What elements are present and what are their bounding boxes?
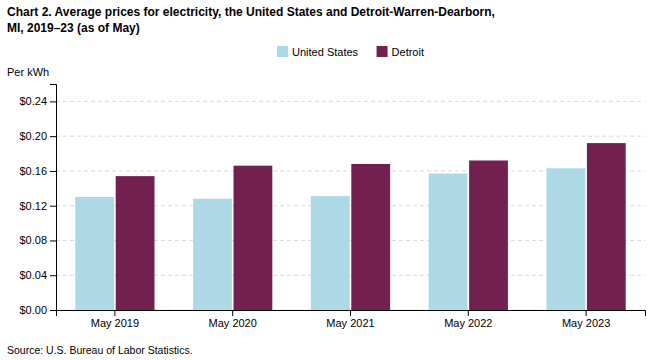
y-tick-label: $0.24 [19,95,47,107]
legend-item: Detroit [377,46,424,58]
x-tick-mark [232,310,233,316]
y-tick: $0.20 [19,130,56,142]
x-axis: May 2019 May 2020 May 2021 May 2022 May 2023 [57,310,646,329]
y-axis-line [50,85,57,311]
x-tick: May 2023 [562,310,610,329]
bar [75,197,114,310]
chart-title: Chart 2. Average prices for electricity,… [7,5,495,35]
x-tick-label: May 2022 [444,317,492,329]
x-tick: May 2020 [209,310,257,329]
y-tick-mark [50,206,56,207]
bar-series [116,143,626,310]
y-axis: $0.00 $0.04 $0.08 $0.12 $0.16 $0.20 $0.24 [19,85,56,317]
y-tick-label: $0.00 [19,304,47,316]
x-tick: May 2022 [444,310,492,329]
y-tick-mark [50,101,56,102]
x-tick-label: May 2019 [91,317,139,329]
grid-line [56,136,645,137]
chart-container: Chart 2. Average prices for electricity,… [0,0,661,360]
y-tick-label: $0.08 [19,234,47,246]
legend: United States Detroit [277,46,424,58]
bar-series [75,168,585,310]
y-tick: $0.00 [19,304,56,316]
bar [193,199,232,310]
x-tick-mark [114,310,115,316]
bar [587,143,626,310]
x-tick-mark [468,310,469,316]
legend-label: United States [292,46,359,58]
y-tick-mark [50,240,56,241]
y-tick-label: $0.12 [19,200,47,212]
chart-svg: Chart 2. Average prices for electricity,… [0,0,661,360]
y-tick-mark [50,310,56,311]
x-tick-label: May 2023 [562,317,610,329]
x-tick: May 2021 [326,310,374,329]
x-axis-line [57,311,646,317]
y-tick-mark [50,275,56,276]
grid-line [56,101,645,102]
legend-label: Detroit [392,46,424,58]
y-tick-label: $0.04 [19,269,47,281]
bar [546,168,585,310]
y-tick: $0.04 [19,269,56,281]
legend-item: United States [277,46,359,58]
bar [469,160,508,310]
y-tick: $0.24 [19,95,56,107]
y-axis-title: Per kWh [7,66,49,78]
x-tick-label: May 2021 [326,317,374,329]
bar [234,166,273,310]
x-tick-mark [586,310,587,316]
y-tick: $0.08 [19,234,56,246]
y-tick-mark [50,171,56,172]
legend-swatch [277,46,288,57]
x-tick: May 2019 [91,310,139,329]
x-tick-mark [350,310,351,316]
y-tick: $0.12 [19,200,56,212]
chart-title-line: Chart 2. Average prices for electricity,… [7,5,495,19]
x-tick-label: May 2020 [209,317,257,329]
bar [116,176,155,310]
y-tick-mark [50,136,56,137]
y-tick-label: $0.20 [19,130,47,142]
bar [351,164,390,310]
bar [311,196,350,310]
bar [429,174,468,310]
bars [75,143,625,310]
y-tick: $0.16 [19,165,56,177]
legend-swatch [377,46,388,57]
grid [56,101,645,310]
chart-title-line: MI, 2019–23 (as of May) [7,21,140,35]
source-note: Source: U.S. Bureau of Labor Statistics. [7,344,193,356]
y-tick-label: $0.16 [19,165,47,177]
